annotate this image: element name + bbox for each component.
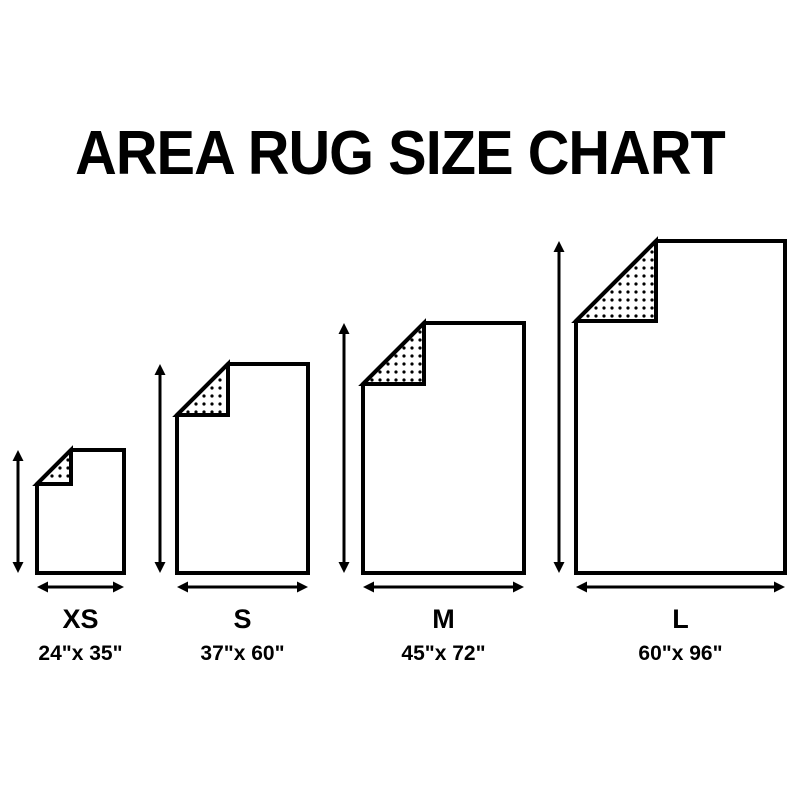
size-label-l: L — [672, 604, 689, 634]
rug-body-xs — [35, 448, 126, 575]
label-group-l: L 60"x 96" — [536, 604, 800, 666]
size-label-s: S — [233, 604, 252, 634]
fold-backing-m — [363, 323, 424, 384]
length-arrow-head-bottom-xs — [12, 562, 24, 573]
width-arrow-head-right-m — [513, 581, 524, 593]
width-arrow-head-right-s — [297, 581, 308, 593]
label-group-m: M 45"x 72" — [323, 604, 564, 666]
rug-m[interactable] — [338, 318, 526, 593]
length-arrow-head-bottom-m — [338, 562, 350, 573]
size-label-m: M — [432, 604, 455, 634]
fold-outline-m — [358, 318, 426, 386]
label-group-xs: XS 24"x 35" — [0, 604, 164, 666]
dimension-label-xs: 24"x 35" — [38, 642, 123, 665]
width-arrow-head-left-l — [576, 581, 587, 593]
fold-dot-texture-l — [576, 241, 656, 321]
fold-outline-l — [571, 236, 658, 323]
rug-body-m — [361, 321, 526, 575]
width-arrow-head-left-xs — [37, 581, 48, 593]
rug-s[interactable] — [154, 359, 310, 593]
length-arrow-head-bottom-l — [553, 562, 565, 573]
length-arrow-head-top-l — [553, 241, 565, 252]
rug-body-l — [574, 239, 787, 575]
fold-outline-s — [172, 359, 230, 417]
length-arrow-head-top-m — [338, 323, 350, 334]
fold-backing-xs — [37, 450, 71, 484]
page-title: AREA RUG SIZE CHART — [75, 119, 726, 188]
dimension-label-s: 37"x 60" — [200, 642, 285, 665]
fold-dot-texture-m — [363, 323, 424, 384]
length-arrow-head-bottom-s — [154, 562, 166, 573]
width-arrow-head-left-m — [363, 581, 374, 593]
fold-backing-l — [576, 241, 656, 321]
dimension-label-m: 45"x 72" — [401, 642, 486, 665]
rug-xs[interactable] — [12, 445, 126, 593]
fold-dot-texture-s — [177, 364, 228, 415]
fold-dot-texture-xs — [37, 450, 71, 484]
width-arrow-head-right-l — [774, 581, 785, 593]
dimension-label-l: 60"x 96" — [638, 642, 723, 665]
length-arrow-head-top-xs — [12, 450, 24, 461]
rug-l[interactable] — [553, 236, 787, 593]
label-group-s: S 37"x 60" — [137, 604, 348, 666]
rug-body-s — [175, 362, 310, 575]
fold-outline-xs — [32, 445, 73, 486]
length-arrow-head-top-s — [154, 364, 166, 375]
width-arrow-head-right-xs — [113, 581, 124, 593]
width-arrow-head-left-s — [177, 581, 188, 593]
fold-backing-s — [177, 364, 228, 415]
size-label-xs: XS — [62, 604, 99, 634]
